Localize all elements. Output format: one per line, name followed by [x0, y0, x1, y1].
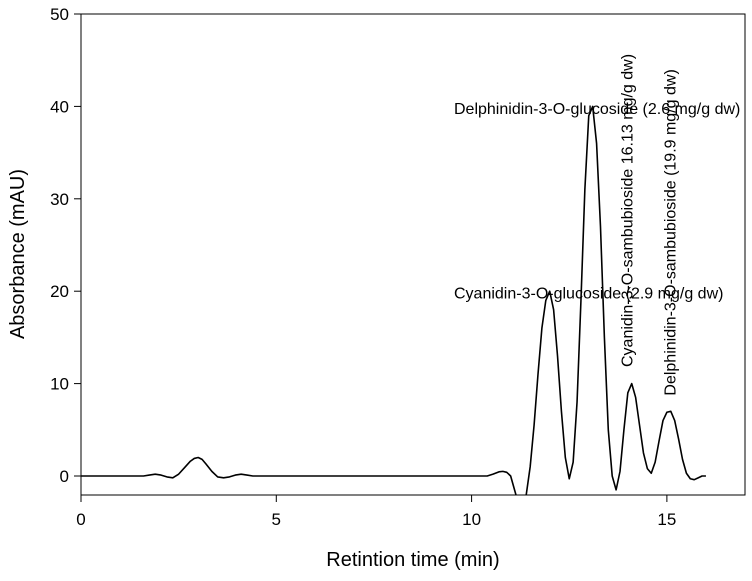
y-tick-label: 30: [50, 190, 69, 209]
plot-frame: [80, 13, 746, 496]
absorbance-trace: [81, 105, 706, 495]
y-tick-label: 50: [50, 5, 69, 24]
plot-area: [80, 13, 746, 496]
x-tick-label: 5: [272, 510, 281, 529]
x-tick-label: 0: [76, 510, 85, 529]
peak-annotation: Delphinidin-3-O-sambubioside (19.9 mg/g …: [663, 69, 680, 395]
y-tick-label: 0: [60, 467, 69, 486]
y-tick-label: 20: [50, 282, 69, 301]
peak-annotation: Delphinidin-3-O-glucoside (2.6 mg/g dw): [454, 101, 740, 118]
y-tick-label: 40: [50, 97, 69, 116]
y-tick-label: 10: [50, 375, 69, 394]
x-tick-label: 10: [462, 510, 481, 529]
y-axis-label: Absorbance (mAU): [7, 169, 29, 339]
peak-annotation: Cyanidin-3-O-sambubioside 16.13 mg/g dw): [620, 54, 637, 367]
x-axis-ticks: 0 5 10 15: [76, 495, 676, 529]
peak-annotation: Cyanidin-3-O-glucoside (2.9 mg/g dw): [454, 286, 723, 303]
y-axis-ticks: 0 10 20 30 40 50: [50, 5, 81, 486]
x-tick-label: 15: [657, 510, 676, 529]
x-axis-label: Retintion time (min): [326, 549, 499, 571]
peak-annotations: Delphinidin-3-O-glucoside (2.6 mg/g dw)C…: [454, 54, 740, 396]
